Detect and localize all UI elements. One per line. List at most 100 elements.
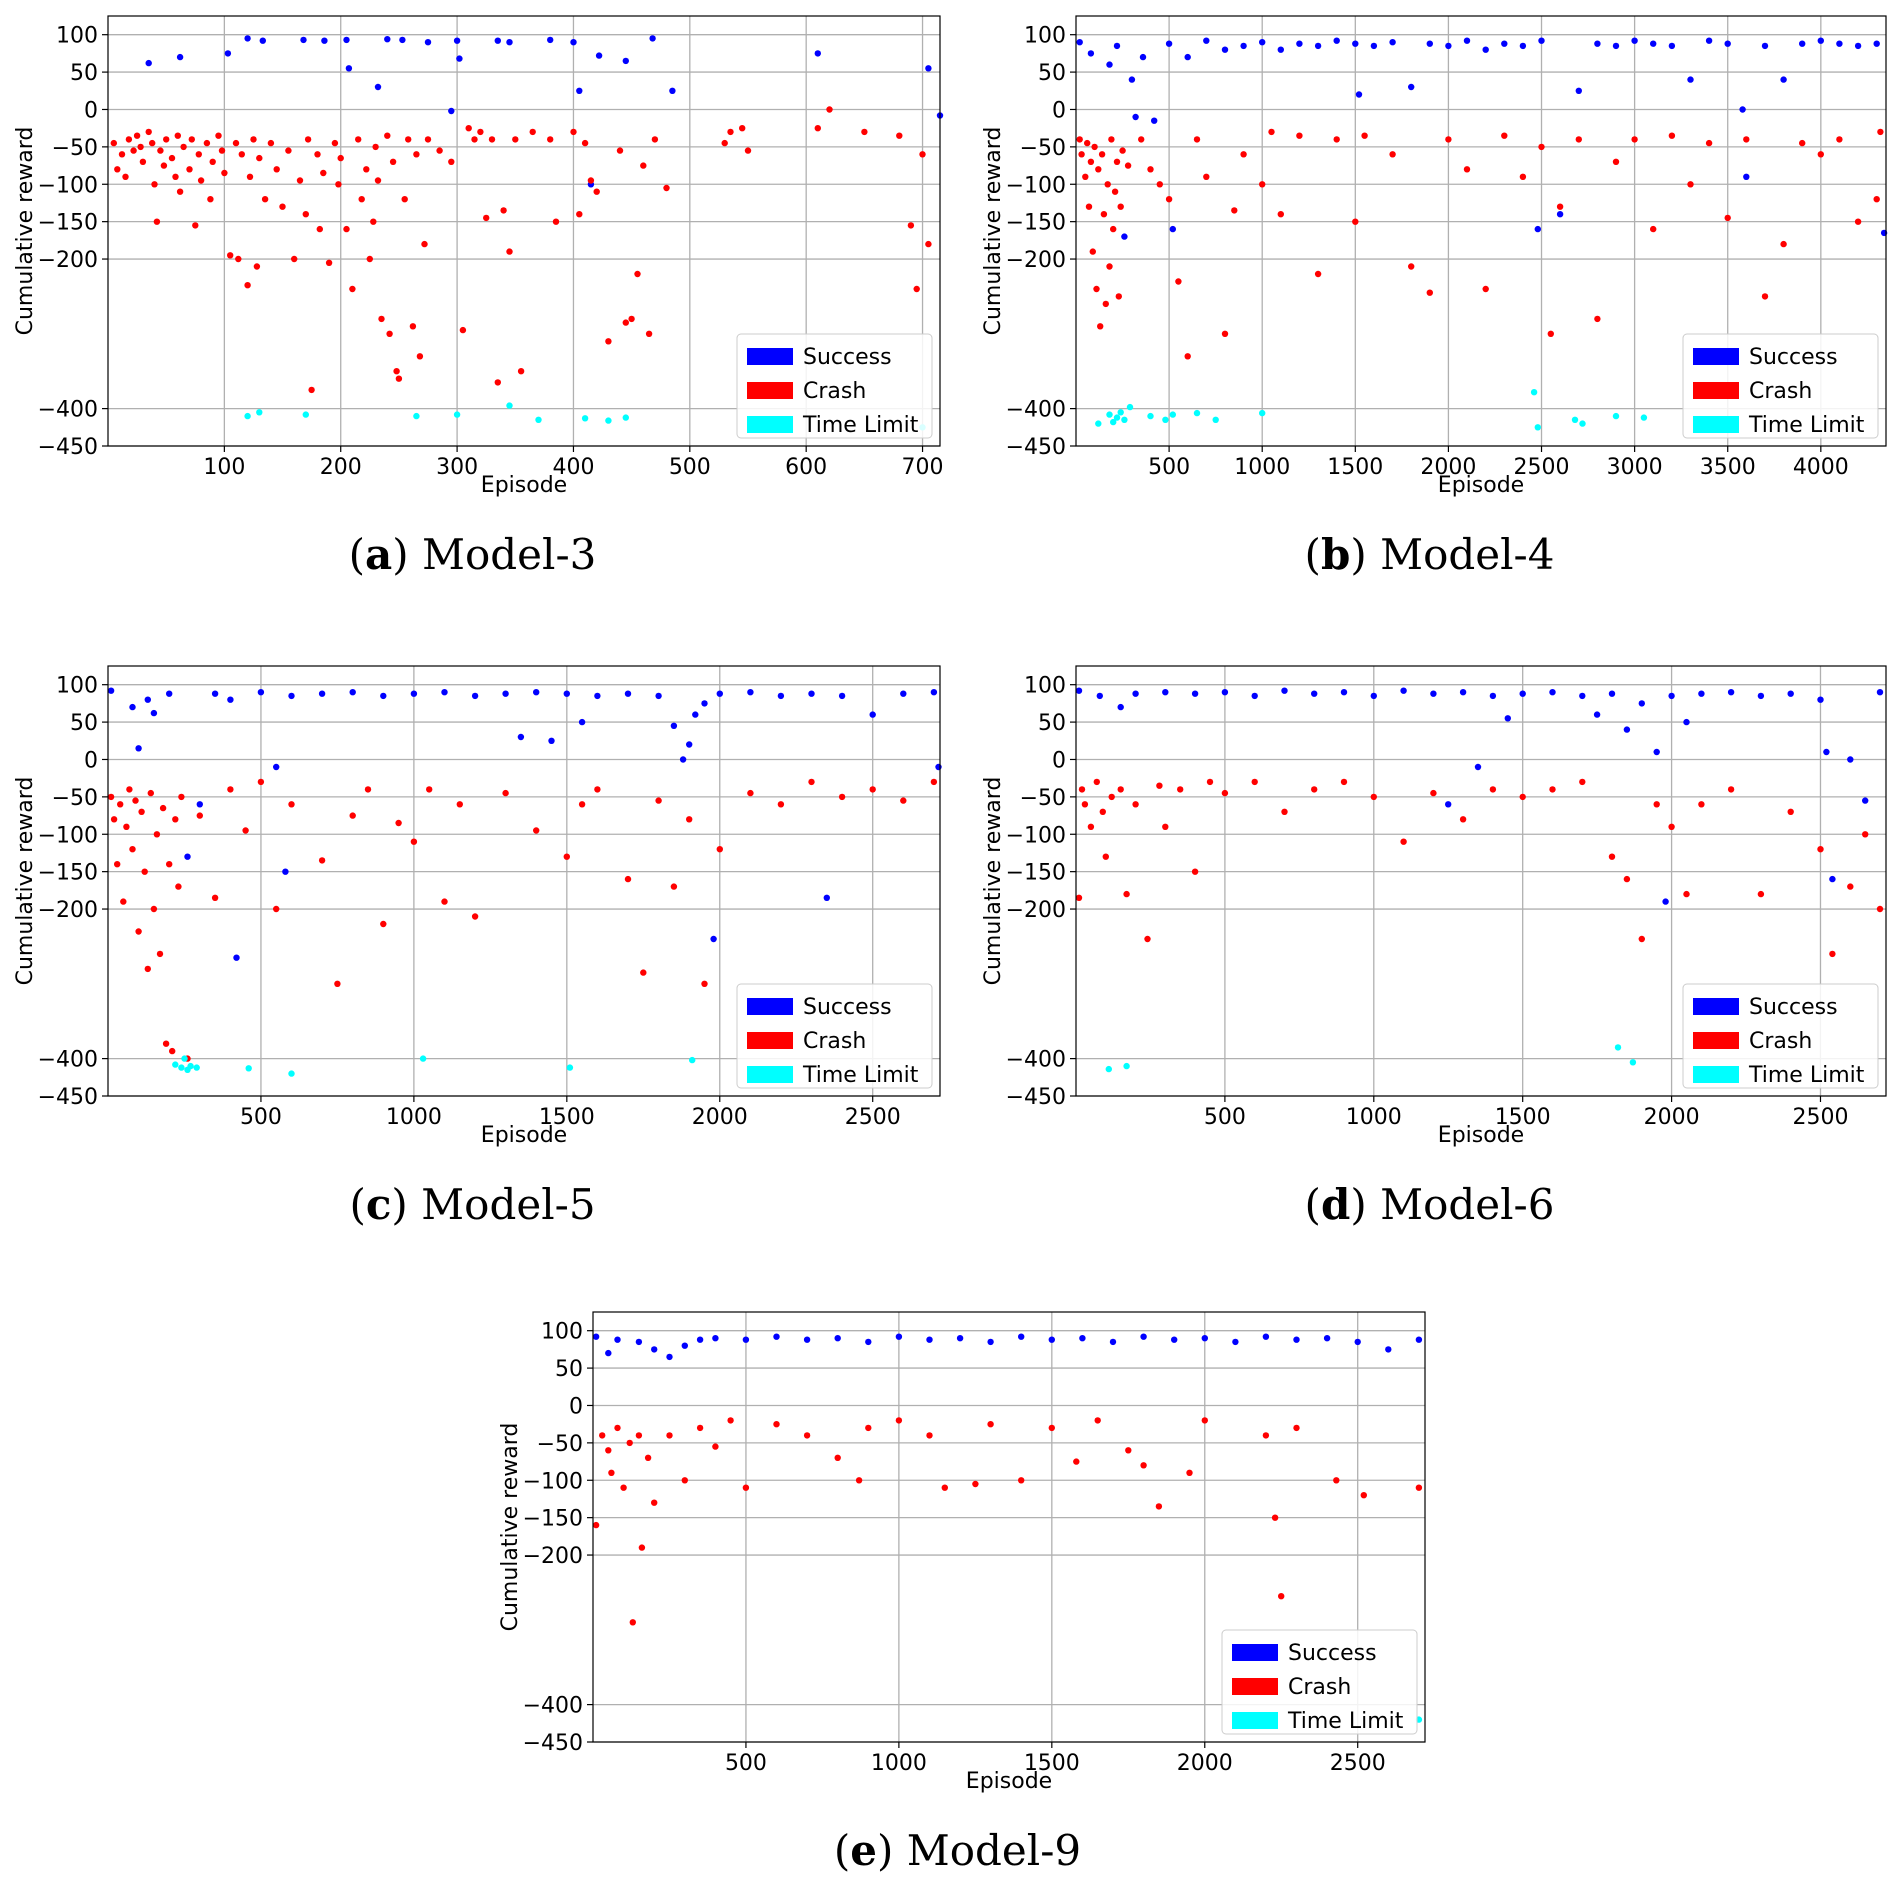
y-tick-label: −50 <box>537 1432 583 1457</box>
success-point <box>696 1336 704 1343</box>
success-point <box>1761 42 1769 50</box>
time-limit-point <box>1147 412 1154 420</box>
success-point <box>1184 53 1191 61</box>
crash-point <box>747 789 754 797</box>
x-tick-label: 2500 <box>1514 455 1570 480</box>
success-point <box>1549 689 1556 696</box>
legend-label: Time Limit <box>802 413 919 438</box>
success-point <box>1638 700 1645 707</box>
panel-e: 500 1000 1500 2000 2500 100 50 0 −50 −100 −150 −200… <box>485 1296 1430 1886</box>
crash-point <box>175 883 182 890</box>
success-point <box>1780 76 1787 83</box>
x-tick-label: 500 <box>1148 455 1190 480</box>
success-point <box>288 692 295 700</box>
x-tick-label: 2500 <box>1330 1751 1386 1776</box>
time-limit-point <box>605 417 612 424</box>
success-point <box>651 1346 658 1353</box>
plot-frame <box>107 665 941 1097</box>
x-tick-label: 1000 <box>871 1751 927 1776</box>
time-limit-point <box>1162 416 1169 423</box>
x-tick-label: 1500 <box>1327 455 1383 480</box>
y-axis-label: Cumulative reward <box>498 1423 523 1632</box>
success-point <box>1169 225 1176 233</box>
chart-a: 100 200 300 400 500 600 700100500−50−100−150−2… <box>13 15 944 498</box>
success-point <box>1594 40 1601 47</box>
success-point <box>1079 1335 1086 1342</box>
success-point <box>233 954 240 961</box>
success-point <box>533 689 540 696</box>
chart-d: 500 1000 1500 2000 2500100500−50−100−150−200… <box>981 665 1887 1148</box>
time-limit-point <box>1193 409 1201 417</box>
crash-point <box>246 173 254 180</box>
crash-point <box>1048 1424 1055 1432</box>
crash-point <box>133 132 141 139</box>
success-point <box>1389 39 1396 46</box>
crash-point <box>180 143 187 151</box>
time-limit-point <box>535 416 542 423</box>
crash-point <box>576 211 583 218</box>
crash-point <box>1091 143 1098 151</box>
crash-point <box>389 158 397 165</box>
x-tick-label: 2000 <box>692 1105 748 1130</box>
crash-point <box>1400 838 1407 845</box>
time-limit-point <box>1530 389 1538 396</box>
crash-point <box>701 980 708 987</box>
legend-swatch <box>747 416 793 433</box>
crash-point <box>502 789 509 797</box>
success-point <box>144 696 151 703</box>
crash-point <box>273 905 280 913</box>
legend-label: Crash <box>803 379 866 404</box>
success-point <box>1139 53 1147 61</box>
legend-swatch <box>1693 382 1739 399</box>
crash-point <box>1501 132 1508 139</box>
success-point <box>166 690 173 697</box>
y-tick-label: −450 <box>1006 435 1066 460</box>
success-point <box>1519 690 1526 697</box>
crash-point <box>645 330 653 337</box>
legend-label: Time Limit <box>802 1063 919 1088</box>
success-point <box>1575 87 1582 95</box>
success-point <box>1171 1336 1178 1343</box>
crash-point <box>696 1424 704 1432</box>
success-point <box>1076 39 1083 46</box>
crash-point <box>1093 778 1100 786</box>
crash-point <box>1271 1514 1279 1521</box>
success-point <box>747 689 754 696</box>
crash-point <box>1549 786 1556 793</box>
y-tick-label: 50 <box>70 61 98 86</box>
crash-point <box>1877 128 1884 136</box>
crash-point <box>494 379 501 386</box>
crash-point <box>529 128 536 136</box>
crash-point <box>608 1469 615 1476</box>
crash-point <box>1231 207 1238 214</box>
crash-point <box>1206 778 1214 786</box>
crash-point <box>1556 203 1564 210</box>
crash-point <box>594 786 601 793</box>
crash-point <box>1761 293 1769 300</box>
crash-point <box>1519 173 1527 180</box>
crash-point <box>581 139 589 147</box>
success-point <box>679 756 687 763</box>
crash-point <box>1612 158 1620 165</box>
crash-point <box>207 196 214 203</box>
crash-point <box>712 1443 719 1450</box>
crash-point <box>628 315 635 323</box>
crash-point <box>1089 248 1096 255</box>
y-tick-label: 0 <box>84 98 98 123</box>
crash-point <box>1117 203 1124 210</box>
crash-point <box>1193 136 1201 143</box>
success-point <box>380 692 387 700</box>
success-point <box>669 87 676 95</box>
time-limit-point <box>1106 411 1113 418</box>
crash-point <box>1668 132 1676 139</box>
crash-point <box>739 125 746 132</box>
success-point <box>900 690 907 697</box>
success-point <box>814 50 821 57</box>
crash-point <box>640 969 647 976</box>
success-point <box>1203 37 1210 44</box>
legend-label: Success <box>1749 345 1838 370</box>
crash-point <box>727 128 734 136</box>
crash-point <box>1268 128 1275 136</box>
time-limit-point <box>566 1064 574 1071</box>
success-point <box>176 53 184 61</box>
